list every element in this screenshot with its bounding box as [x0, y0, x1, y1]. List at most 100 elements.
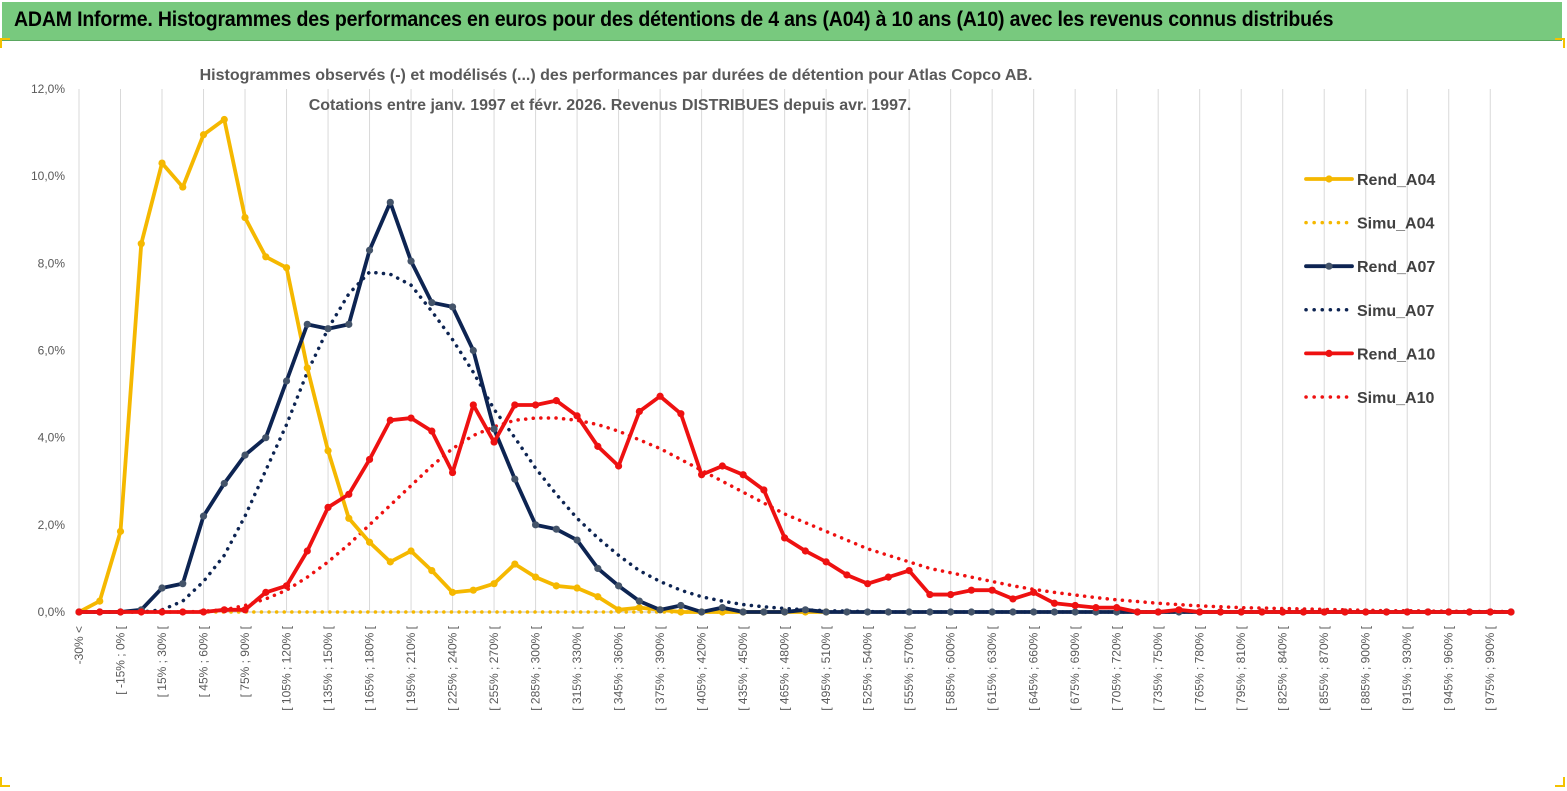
data-point — [158, 584, 166, 592]
x-tick-label: [ 405% ; 420% [ — [695, 625, 709, 710]
data-point — [282, 582, 291, 590]
data-point — [1465, 608, 1474, 616]
data-point — [324, 503, 332, 511]
y-tick-label: 12,0% — [31, 82, 65, 96]
data-point — [490, 425, 498, 433]
x-tick-label: [ 285% ; 300% [ — [529, 625, 543, 710]
x-tick-label: [ 495% ; 510% [ — [819, 625, 833, 710]
data-point — [698, 608, 706, 616]
x-tick-label: [ 135% ; 150% [ — [321, 625, 335, 710]
x-tick-label: [ 375% ; 390% [ — [653, 625, 667, 710]
legend: Rend_A04 Simu_A04 Rend_A07 Simu_A07 Rend_A10… — [1304, 172, 1435, 407]
data-point — [864, 580, 872, 588]
data-point — [116, 527, 125, 535]
data-point — [220, 479, 228, 488]
x-tick-label: [ 435% ; 450% [ — [736, 625, 750, 710]
data-point — [822, 558, 830, 566]
data-point — [947, 608, 955, 616]
data-point — [241, 606, 249, 614]
data-point — [760, 486, 768, 494]
data-point — [739, 608, 747, 616]
data-point — [262, 253, 270, 261]
data-point — [179, 580, 187, 588]
chart-subtitle: Cotations entre janv. 1997 et févr. 2026… — [309, 97, 912, 114]
x-tick-label: [ 15% ; 30% [ — [155, 625, 169, 697]
series-rend_a07 — [75, 198, 1515, 616]
data-point — [407, 257, 415, 265]
data-point — [407, 547, 415, 555]
corner-mark-tr — [1555, 38, 1565, 48]
x-tick-label: [ 75% ; 90% [ — [238, 625, 252, 697]
data-point — [573, 412, 581, 420]
data-point — [739, 471, 747, 479]
legend-label: Rend_A10 — [1357, 346, 1435, 363]
data-point — [1113, 604, 1121, 612]
legend-item-rend_a04: Rend_A04 — [1304, 172, 1435, 189]
data-point — [843, 571, 851, 579]
data-point — [241, 451, 249, 459]
series-line — [77, 200, 1513, 614]
legend-label: Simu_A04 — [1357, 216, 1434, 233]
x-tick-label: [ 555% ; 570% [ — [902, 625, 916, 710]
data-point — [1320, 608, 1328, 616]
legend-item-simu_a10: Simu_A10 — [1304, 390, 1434, 407]
legend-item-simu_a07: Simu_A07 — [1304, 303, 1434, 320]
data-point — [884, 608, 892, 616]
data-point — [594, 442, 602, 450]
data-point — [967, 608, 976, 616]
x-tick-label: [ 525% ; 540% [ — [861, 625, 875, 710]
data-point — [324, 325, 332, 333]
data-point — [386, 558, 394, 566]
legend-marker — [1325, 175, 1333, 183]
data-point — [594, 564, 602, 573]
data-point — [822, 608, 830, 616]
data-point — [75, 608, 83, 616]
data-point — [1196, 608, 1204, 616]
data-point — [282, 377, 291, 385]
data-point — [677, 601, 685, 610]
data-point — [1175, 606, 1183, 614]
data-point — [345, 514, 353, 522]
header-banner: ADAM Informe. Histogrammes des performan… — [2, 2, 1562, 41]
data-point — [698, 471, 706, 479]
data-point — [1009, 608, 1017, 616]
data-point — [365, 538, 374, 546]
data-point — [511, 475, 519, 483]
grid-lines — [78, 89, 1491, 612]
data-point — [1279, 608, 1287, 616]
x-tick-label: [ 765% ; 780% [ — [1193, 625, 1207, 710]
data-point — [158, 608, 166, 616]
data-point — [552, 525, 560, 533]
legend-label: Rend_A04 — [1357, 172, 1435, 189]
data-point — [718, 462, 726, 470]
data-point — [324, 447, 332, 455]
legend-item-simu_a04: Simu_A04 — [1304, 216, 1434, 233]
x-tick-label: [ 345% ; 360% [ — [612, 625, 626, 710]
data-point — [552, 582, 560, 590]
data-point — [1050, 599, 1059, 607]
data-point — [490, 438, 498, 446]
data-point — [179, 183, 187, 191]
data-point — [531, 401, 540, 409]
data-point — [1216, 608, 1225, 616]
series-line — [77, 394, 1513, 614]
legend-label: Simu_A07 — [1357, 303, 1434, 320]
y-tick-label: 4,0% — [38, 431, 66, 445]
data-point — [718, 604, 726, 612]
x-tick-label: [ 165% ; 180% [ — [363, 625, 377, 710]
data-point — [864, 608, 872, 616]
page-title: ADAM Informe. Histogrammes des performan… — [14, 8, 1334, 31]
data-point — [241, 213, 249, 222]
y-tick-label: 10,0% — [31, 169, 65, 183]
data-point — [469, 586, 477, 594]
data-point — [1424, 608, 1432, 616]
data-point — [179, 608, 187, 616]
data-point — [428, 566, 436, 575]
data-point — [407, 414, 415, 422]
data-point — [614, 606, 623, 614]
data-point — [1507, 608, 1515, 616]
series-simu_a07 — [77, 270, 1513, 614]
series-rend_a10 — [75, 392, 1515, 616]
x-tick-label: [ 825% ; 840% [ — [1276, 625, 1290, 710]
x-tick-label: [ 645% ; 660% [ — [1027, 625, 1041, 710]
